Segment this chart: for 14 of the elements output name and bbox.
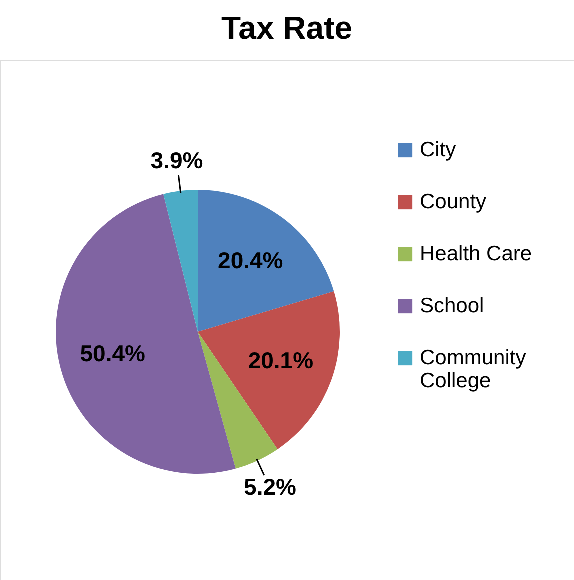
pie-slice — [164, 190, 198, 332]
legend-label: Health Care — [420, 242, 532, 266]
pie-slice — [198, 190, 334, 332]
data-label: 20.1% — [248, 348, 314, 374]
data-label: 20.4% — [218, 247, 284, 274]
data-label: 50.4% — [80, 340, 146, 366]
legend-label: City — [420, 138, 457, 162]
legend-label: County — [420, 190, 488, 214]
chart-title: Tax Rate — [221, 10, 353, 46]
data-label: 5.2% — [244, 474, 296, 500]
pie-slice — [198, 292, 340, 450]
data-label: 3.9% — [150, 147, 204, 174]
legend-label: Community College — [420, 346, 527, 392]
legend-label: School — [420, 294, 484, 318]
